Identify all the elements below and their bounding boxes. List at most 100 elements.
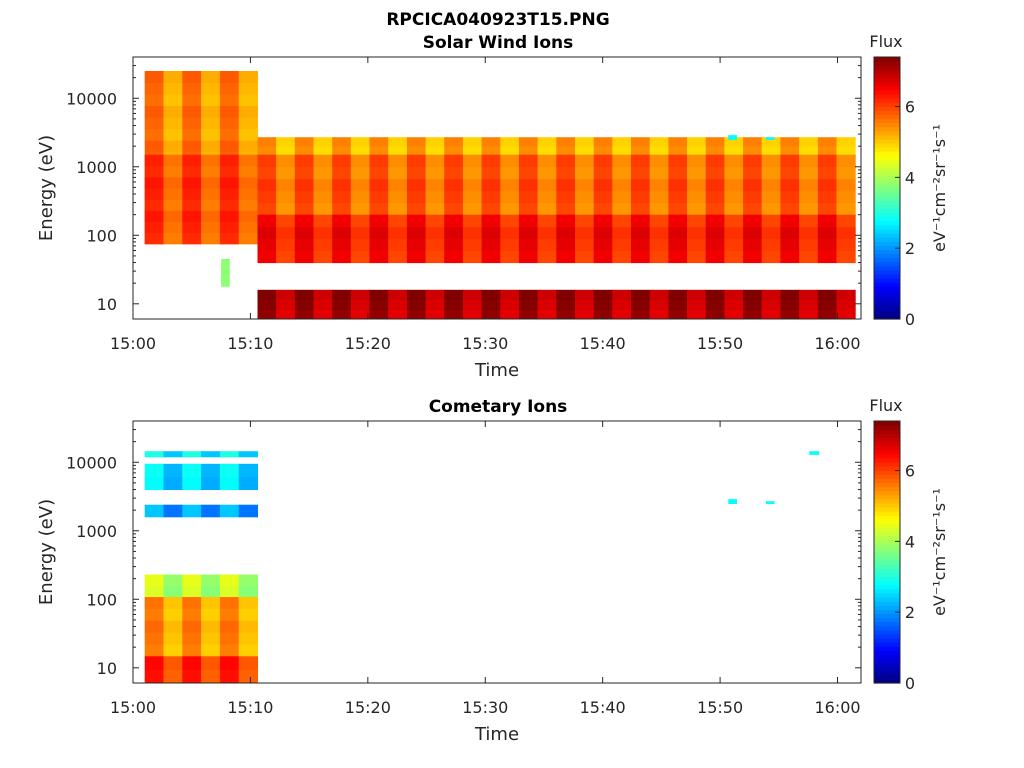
heatmap-cell [388,299,408,310]
heatmap-cell [724,202,744,216]
solar-wind-colorbar-unit: eV⁻¹cm⁻²sr⁻¹s⁻¹ [930,124,949,252]
heatmap-cell [313,289,333,300]
colorbar-swatch [874,646,900,651]
heatmap-cell [238,117,258,130]
heatmap-cell [201,128,221,141]
colorbar-swatch [874,433,900,438]
heatmap-cell [144,188,164,200]
heatmap-cell [817,166,837,180]
heatmap-cell [556,238,576,252]
heatmap-cell [537,137,557,147]
colorbar-swatch [874,470,900,475]
heatmap-cell [238,669,258,684]
heatmap-cell [163,177,183,189]
colorbar-tick-label: 4 [905,168,915,187]
colorbar-swatch [874,110,900,115]
heatmap-cell [593,154,613,168]
heatmap-cell [238,476,258,490]
solar-wind-colorbar-label: Flux [869,32,902,51]
heatmap-cell [537,289,557,300]
colorbar-swatch [874,543,900,549]
heatmap-cell [780,226,800,240]
colorbar-swatch [874,134,900,140]
heatmap-cell [780,137,800,147]
heatmap-cell [144,94,164,106]
heatmap-cell [182,221,202,234]
heatmap-cell [761,166,781,180]
heatmap-cell [799,190,819,204]
heatmap-cell [687,137,707,147]
heatmap-cell [575,146,595,156]
heatmap-cell [705,154,725,168]
heatmap-cell [219,620,240,633]
colorbar-swatch [874,466,900,471]
colorbar-tick-label: 2 [905,239,915,258]
colorbar-frame [873,56,901,320]
heatmap-cell [219,82,240,95]
heatmap-cell [462,166,483,180]
heatmap-cell [518,137,539,147]
heatmap-cell [182,620,202,633]
heatmap-cell [238,82,258,95]
heatmap-cell [313,190,333,204]
heatmap-cell [705,178,725,192]
heatmap-cell [556,202,576,216]
heatmap-cell [817,238,837,252]
heatmap-cell [780,146,800,156]
heatmap-cell [724,309,744,320]
heatmap-cell [219,608,240,621]
colorbar-swatch [874,486,900,492]
heatmap-cell [276,289,296,300]
heatmap-cell [313,178,333,192]
heatmap-cell [799,226,819,240]
heatmap-cell [444,202,464,216]
heatmap-cell [182,232,202,245]
heatmap-cell [144,154,164,167]
colorbar-swatch [874,163,900,169]
cometary-colorbar-unit: eV⁻¹cm⁻²sr⁻¹s⁻¹ [930,488,949,616]
heatmap-cell [668,202,688,216]
heatmap-cell [593,146,613,156]
heatmap-cell [144,504,164,518]
colorbar-tick-label: 6 [905,462,915,481]
heatmap-cell [649,154,669,168]
colorbar-swatch [874,171,900,177]
heatmap-cell [518,202,539,216]
colorbar-swatch [874,482,900,488]
heatmap-cell [201,117,221,130]
heatmap-cell [668,226,688,240]
heatmap-cell [144,574,164,586]
colorbar-swatch [874,261,900,267]
heatmap-cell [163,643,183,657]
heatmap-cell [761,202,781,216]
heatmap-cell [444,299,464,310]
colorbar-swatch [874,278,900,283]
heatmap-cell [144,221,164,234]
colorbar-swatch [874,175,900,181]
heatmap-cell [369,146,389,156]
heatmap-cell [144,140,164,153]
heatmap-cell [425,289,445,300]
colorbar-swatch [874,286,900,291]
heatmap-cell [780,289,800,300]
heatmap-cell [556,137,576,147]
heatmap-cell [780,154,800,168]
heatmap-cell [462,190,483,204]
heatmap-cell [817,146,837,156]
colorbar-swatch [874,445,900,451]
heatmap-cell [799,166,819,180]
heatmap-cell [369,289,389,300]
heatmap-cell [631,214,651,228]
heatmap-cell [144,608,164,621]
heatmap-cell [612,309,632,320]
heatmap-cell [537,238,557,252]
heatmap-cell [182,199,202,211]
heatmap-cell [593,178,613,192]
heatmap-cell [817,289,837,300]
y-tick-label: 10000 [66,89,117,108]
heatmap-cell [612,299,632,310]
colorbar-swatch [874,674,900,680]
heatmap-cell [462,250,483,264]
colorbar-tick-label: 2 [905,603,915,622]
